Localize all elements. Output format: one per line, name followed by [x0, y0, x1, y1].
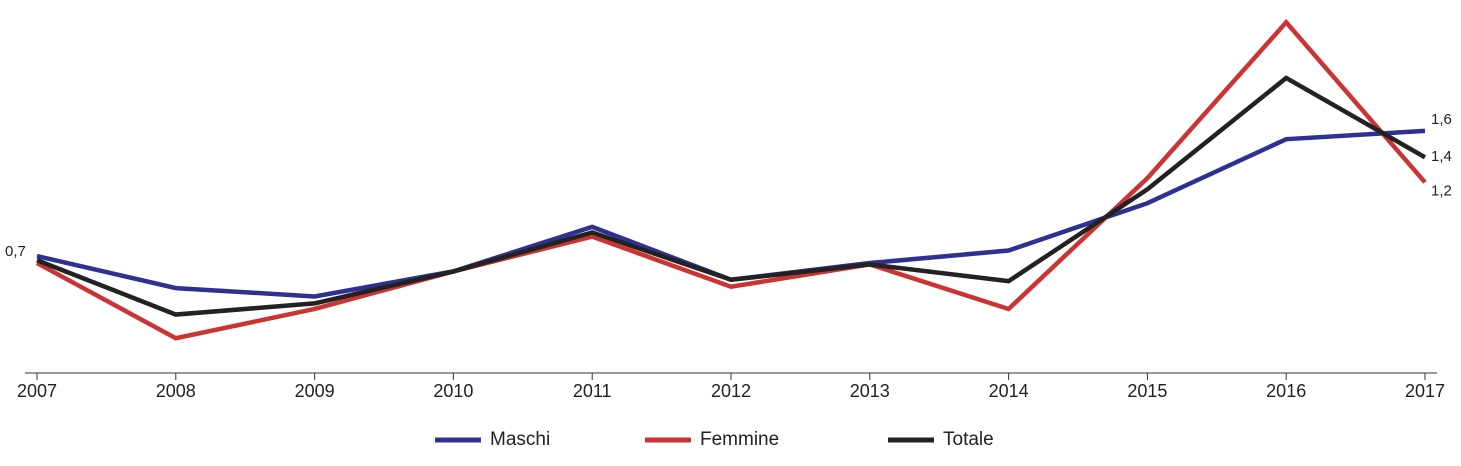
x-tick-label: 2017 — [1405, 381, 1445, 401]
x-tick-label: 2015 — [1127, 381, 1167, 401]
x-tick-label: 2008 — [156, 381, 196, 401]
x-tick-label: 2012 — [711, 381, 751, 401]
x-tick-label: 2016 — [1266, 381, 1306, 401]
series-line — [35, 18, 1427, 341]
legend-label: Maschi — [490, 429, 550, 450]
data-label: 1,2 — [1431, 182, 1452, 199]
data-label: 0,7 — [5, 243, 26, 260]
legend-label: Femmine — [700, 429, 779, 450]
data-label: 1,6 — [1431, 111, 1452, 128]
series-line — [36, 75, 1427, 317]
data-label: 1,4 — [1431, 148, 1452, 165]
x-tick-label: 2011 — [573, 381, 612, 401]
x-tick-label: 2013 — [850, 381, 890, 401]
series-line — [36, 128, 1426, 299]
x-tick-label: 2007 — [17, 381, 57, 401]
x-tick-label: 2010 — [433, 381, 473, 401]
x-tick-label: 2014 — [989, 381, 1029, 401]
x-tick-label: 2009 — [295, 381, 335, 401]
legend-label: Totale — [943, 429, 994, 450]
